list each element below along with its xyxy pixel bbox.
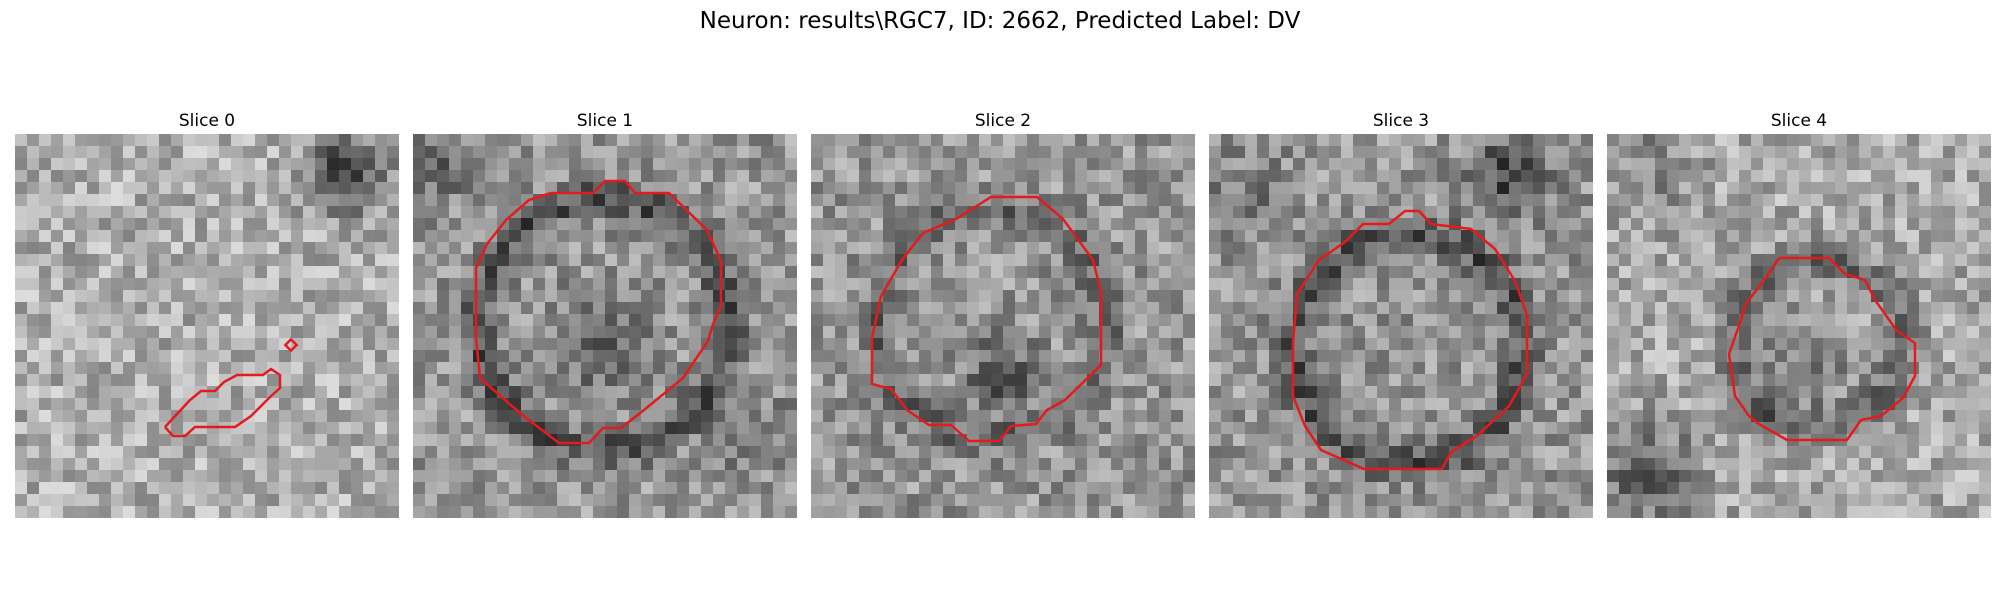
slice-title: Slice 2 bbox=[974, 111, 1032, 131]
slice-image-0 bbox=[15, 134, 399, 518]
microscopy-pixels bbox=[15, 134, 399, 518]
segmentation-contour bbox=[1727, 256, 1917, 442]
slice-title: Slice 0 bbox=[178, 111, 236, 131]
slice-panel-3: Slice 3 bbox=[1209, 108, 1593, 520]
slice-panel-4: Slice 4 bbox=[1607, 108, 1991, 520]
slice-image-1 bbox=[413, 134, 797, 518]
slice-panel-2: Slice 2 bbox=[811, 108, 1195, 520]
segmentation-contour bbox=[474, 179, 723, 445]
segmentation-contour bbox=[870, 195, 1103, 443]
segmentation-fragment bbox=[283, 337, 299, 353]
microscopy-pixels bbox=[1209, 134, 1593, 518]
segmentation-contour bbox=[164, 367, 282, 438]
slice-image-3 bbox=[1209, 134, 1593, 518]
slice-title: Slice 3 bbox=[1372, 111, 1430, 131]
slice-image-4 bbox=[1607, 134, 1991, 518]
slice-panel-1: Slice 1 bbox=[413, 108, 797, 520]
segmentation-contour bbox=[1291, 209, 1529, 471]
microscopy-pixels bbox=[1607, 134, 1991, 518]
slice-panel-0: Slice 0 bbox=[15, 108, 399, 520]
microscopy-pixels bbox=[811, 134, 1195, 518]
slice-image-2 bbox=[811, 134, 1195, 518]
microscopy-pixels bbox=[413, 134, 797, 518]
slice-title: Slice 4 bbox=[1770, 111, 1828, 131]
slice-title: Slice 1 bbox=[576, 111, 634, 131]
figure-title: Neuron: results\RGC7, ID: 2662, Predicte… bbox=[699, 8, 1301, 34]
